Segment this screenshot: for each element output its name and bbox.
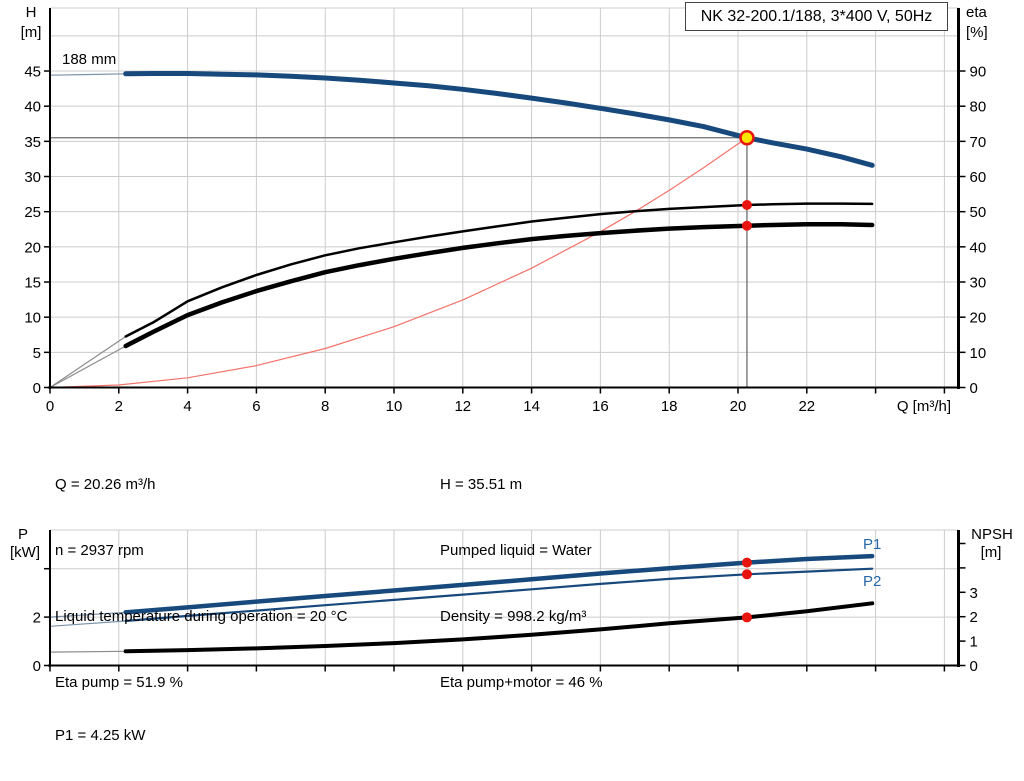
hq-eta-chart: 0 2 4 6 8 10 12 14 16 18 20 22 0 5 10 15 20 25 30 35 40 45 0 10… [21,4,988,415]
power-npsh-chart: 0 2 0 1 2 3 P1 P2 P[kW] NPSH[m] [10,526,1013,675]
right-tick-label: 70 [970,134,987,151]
duty-point[interactable] [739,130,755,146]
right-tick-label: 40 [970,239,987,256]
left-tick-label: 2 [33,610,41,627]
eta-pump-motor-curve [123,222,875,349]
eta-pump-motor-value: Eta pump+motor = 46 % [440,674,603,691]
operating-data-block-left: Q = 20.26 m³/h n = 2937 rpm Liquid tempe… [55,430,347,738]
x-tick-label: 22 [798,398,815,415]
pump-title: NK 32-200.1/188, 3*400 V, 50Hz [700,8,933,25]
left-tick-label: 5 [33,345,41,362]
right-tick-label: 10 [970,345,987,362]
impeller-diameter-label: 188 mm [62,51,116,68]
p2-curve-lead [49,620,126,627]
pumped-liquid-value: Pumped liquid = Water [440,542,592,559]
operating-data-block-bottom: P1 = 4.25 kW P2 = 3.769 kW NPSH = 1.97 m… [55,681,397,781]
right-tick-label: 80 [970,99,987,116]
eta-pump-curve [124,202,874,338]
p1-curve-lead [49,611,126,618]
left-tick-label: 15 [24,275,41,292]
x-tick-label: 12 [454,398,471,415]
right-tick-label: 60 [970,169,987,186]
x-tick-label: 6 [252,398,260,415]
p2-dot [741,569,752,580]
left-tick-label: 10 [24,310,41,327]
liquid-temperature-value: Liquid temperature during operation = 20… [55,608,348,625]
flow-value: Q = 20.26 m³/h [55,476,156,493]
x-tick-label: 8 [321,398,329,415]
p1-value: P1 = 4.25 kW [55,727,146,744]
x-tick-label: 18 [661,398,678,415]
right-tick-label: 20 [970,310,987,327]
right-tick-label: 0 [970,380,978,397]
operating-data-block-right: H = 35.51 m Pumped liquid = Water Densit… [440,430,603,738]
eta-pump-motor-curve-lead [49,345,126,389]
head-value: H = 35.51 m [440,476,523,493]
right-tick-label: 3 [970,585,978,602]
right-axis-title-npsh: NPSH [971,526,1013,543]
x-tick-label: 14 [523,398,540,415]
right-axis-title-unit: [m] [981,544,1002,561]
left-tick-label: 0 [33,658,41,675]
left-axis-title-h: H [26,4,37,21]
npsh-curve [123,601,875,654]
head-curve-188mm-lead [49,73,126,76]
system-curve [49,137,748,389]
x-axis-title: Q [m³/h] [897,398,951,415]
p2-curve-label: P2 [863,573,881,590]
p1-dot [741,557,752,568]
p1-curve-label: P1 [863,536,881,553]
p2-curve [124,567,874,623]
right-tick-label: 1 [970,634,978,651]
left-tick-label: 45 [24,64,41,81]
x-tick-label: 2 [115,398,123,415]
left-tick-label: 30 [24,169,41,186]
left-axis-title-unit: [kW] [10,544,40,561]
left-tick-label: 40 [24,99,41,116]
eta-pump-value: Eta pump = 51.9 % [55,674,183,691]
x-tick-label: 0 [46,398,54,415]
right-axis-title-eta: eta [966,4,988,21]
right-tick-label: 0 [970,658,978,675]
left-tick-label: 25 [24,204,41,221]
chart-title-box: NK 32-200.1/188, 3*400 V, 50Hz [685,2,948,31]
right-tick-label: 30 [970,275,987,292]
eta-pump-dot [741,199,752,210]
eta-pump-curve-lead [49,336,127,388]
left-axis-title-unit: [m] [21,24,42,41]
right-axis-title-unit: [%] [966,24,988,41]
head-curve-188mm [123,71,875,168]
left-tick-label: 35 [24,134,41,151]
right-tick-label: 90 [970,64,987,81]
right-tick-label: 2 [970,609,978,626]
density-value: Density = 998.2 kg/m³ [440,608,587,625]
npsh-dot [741,612,752,623]
npsh-curve-lead [49,650,126,653]
speed-value: n = 2937 rpm [55,542,144,559]
x-tick-label: 16 [592,398,609,415]
x-tick-label: 20 [730,398,747,415]
left-tick-label: 0 [33,380,41,397]
right-tick-label: 50 [970,204,987,221]
x-tick-label: 4 [183,398,191,415]
eta-pump-motor-dot [741,220,752,231]
left-axis-title-p: P [18,526,28,543]
x-tick-label: 10 [386,398,403,415]
p1-curve [123,553,875,615]
left-tick-label: 20 [24,239,41,256]
